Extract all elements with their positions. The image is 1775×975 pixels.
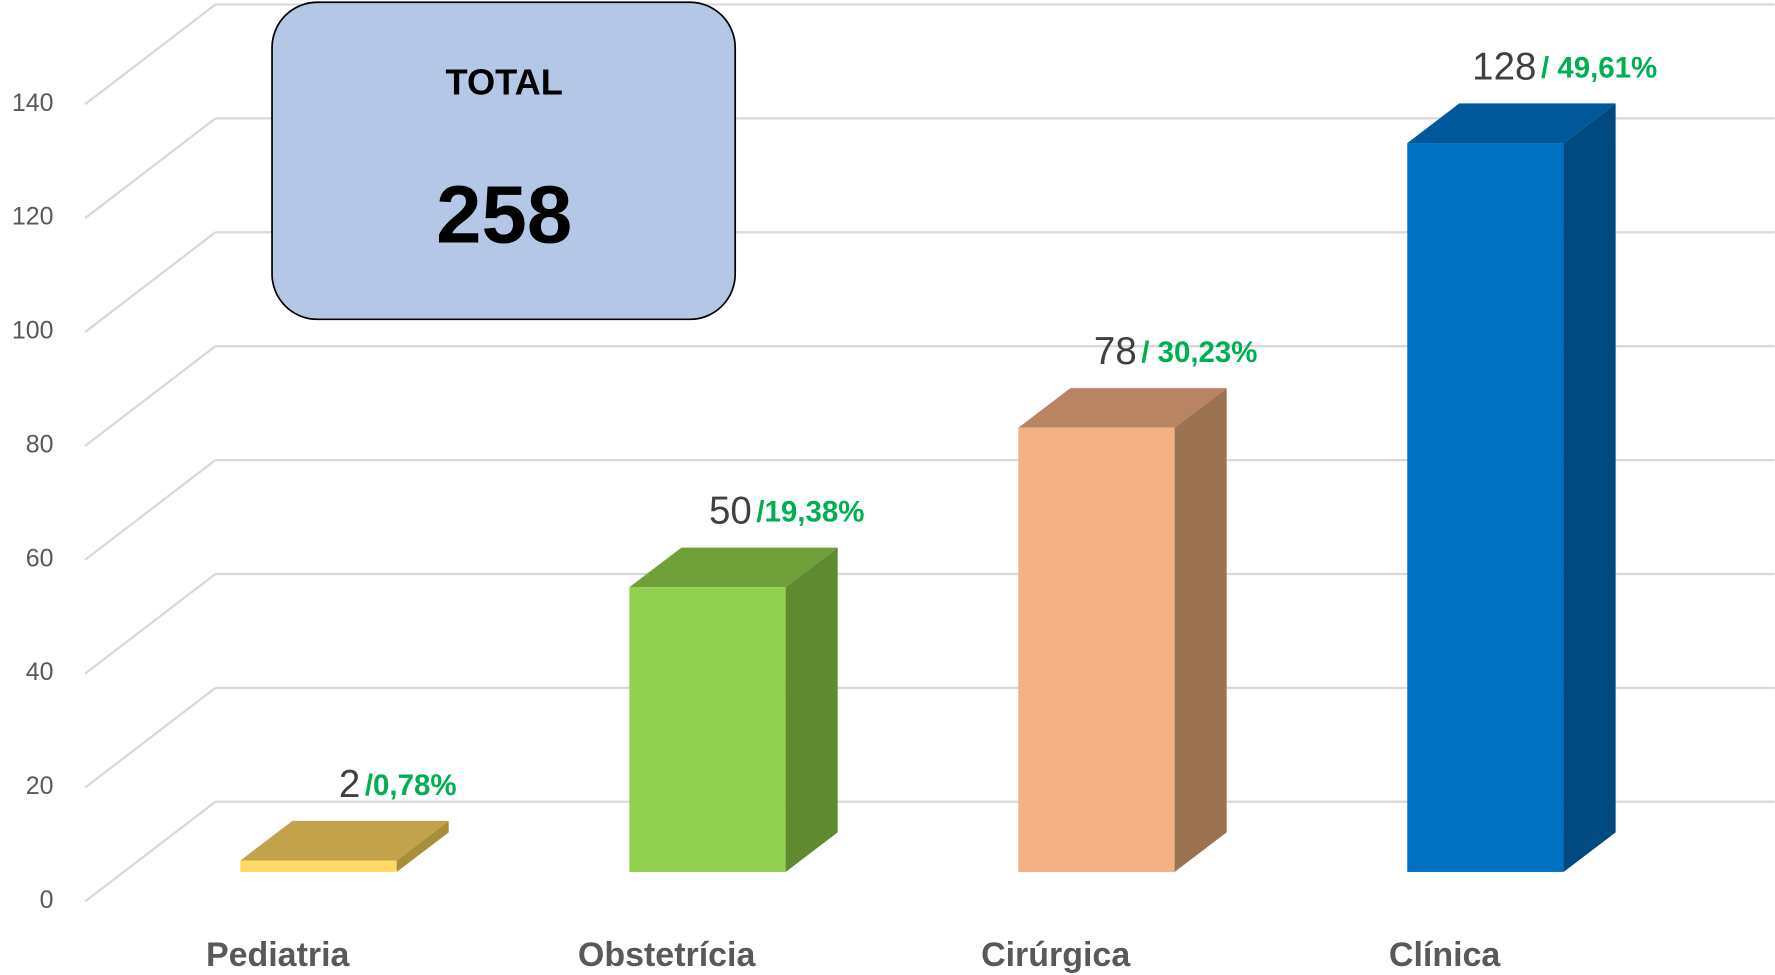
bar-side: [1563, 103, 1616, 872]
value-label: 50: [709, 490, 752, 533]
bar-side: [1174, 388, 1227, 872]
total-value: 258: [436, 169, 572, 260]
grid-line: [84, 686, 217, 789]
y-tick-label: 40: [26, 658, 54, 686]
grid-line: [84, 117, 217, 219]
data-label: 2/0,78%: [339, 763, 457, 806]
y-tick-label: 60: [26, 544, 54, 572]
y-tick-label: 120: [12, 203, 54, 231]
y-tick-label: 100: [12, 317, 54, 345]
y-tick-label: 140: [12, 89, 54, 117]
data-label: 128/ 49,61%: [1472, 46, 1657, 89]
percent-label: / 30,23%: [1141, 336, 1257, 369]
grid-line: [84, 231, 217, 333]
x-tick-label: Cirúrgica: [981, 936, 1131, 974]
value-label: 2: [339, 763, 360, 806]
grid-line: [84, 459, 217, 561]
bar-top: [1018, 388, 1227, 428]
percent-label: /0,78%: [365, 769, 457, 802]
value-label: 78: [1094, 330, 1137, 373]
grid-line: [84, 573, 217, 675]
bar-side: [396, 820, 449, 872]
data-label: 50/19,38%: [709, 490, 864, 533]
x-tick-label: Clínica: [1389, 936, 1501, 974]
data-label: 78/ 30,23%: [1094, 330, 1258, 373]
value-label: 128: [1472, 46, 1536, 89]
total-box: [271, 1, 737, 321]
grid-line: [84, 345, 217, 447]
y-tick-label: 20: [26, 772, 54, 800]
percent-label: /19,38%: [756, 495, 864, 528]
y-tick-label: 80: [26, 430, 54, 458]
percent-label: / 49,61%: [1541, 51, 1657, 84]
x-tick-label: Obstetrícia: [578, 936, 757, 974]
bar-front: [629, 587, 786, 872]
y-tick-label: 0: [40, 886, 54, 914]
grid-line: [84, 3, 217, 106]
bar-top: [629, 547, 838, 588]
total-label: TOTAL: [446, 62, 563, 103]
bar-front: [1407, 143, 1564, 872]
bar-front: [240, 860, 397, 872]
bar-top: [240, 820, 449, 861]
bar-side: [785, 547, 838, 872]
x-tick-label: Pediatria: [206, 936, 351, 974]
bar-top: [1407, 103, 1616, 144]
grid-line: [84, 800, 217, 903]
bar-front: [1018, 427, 1175, 872]
